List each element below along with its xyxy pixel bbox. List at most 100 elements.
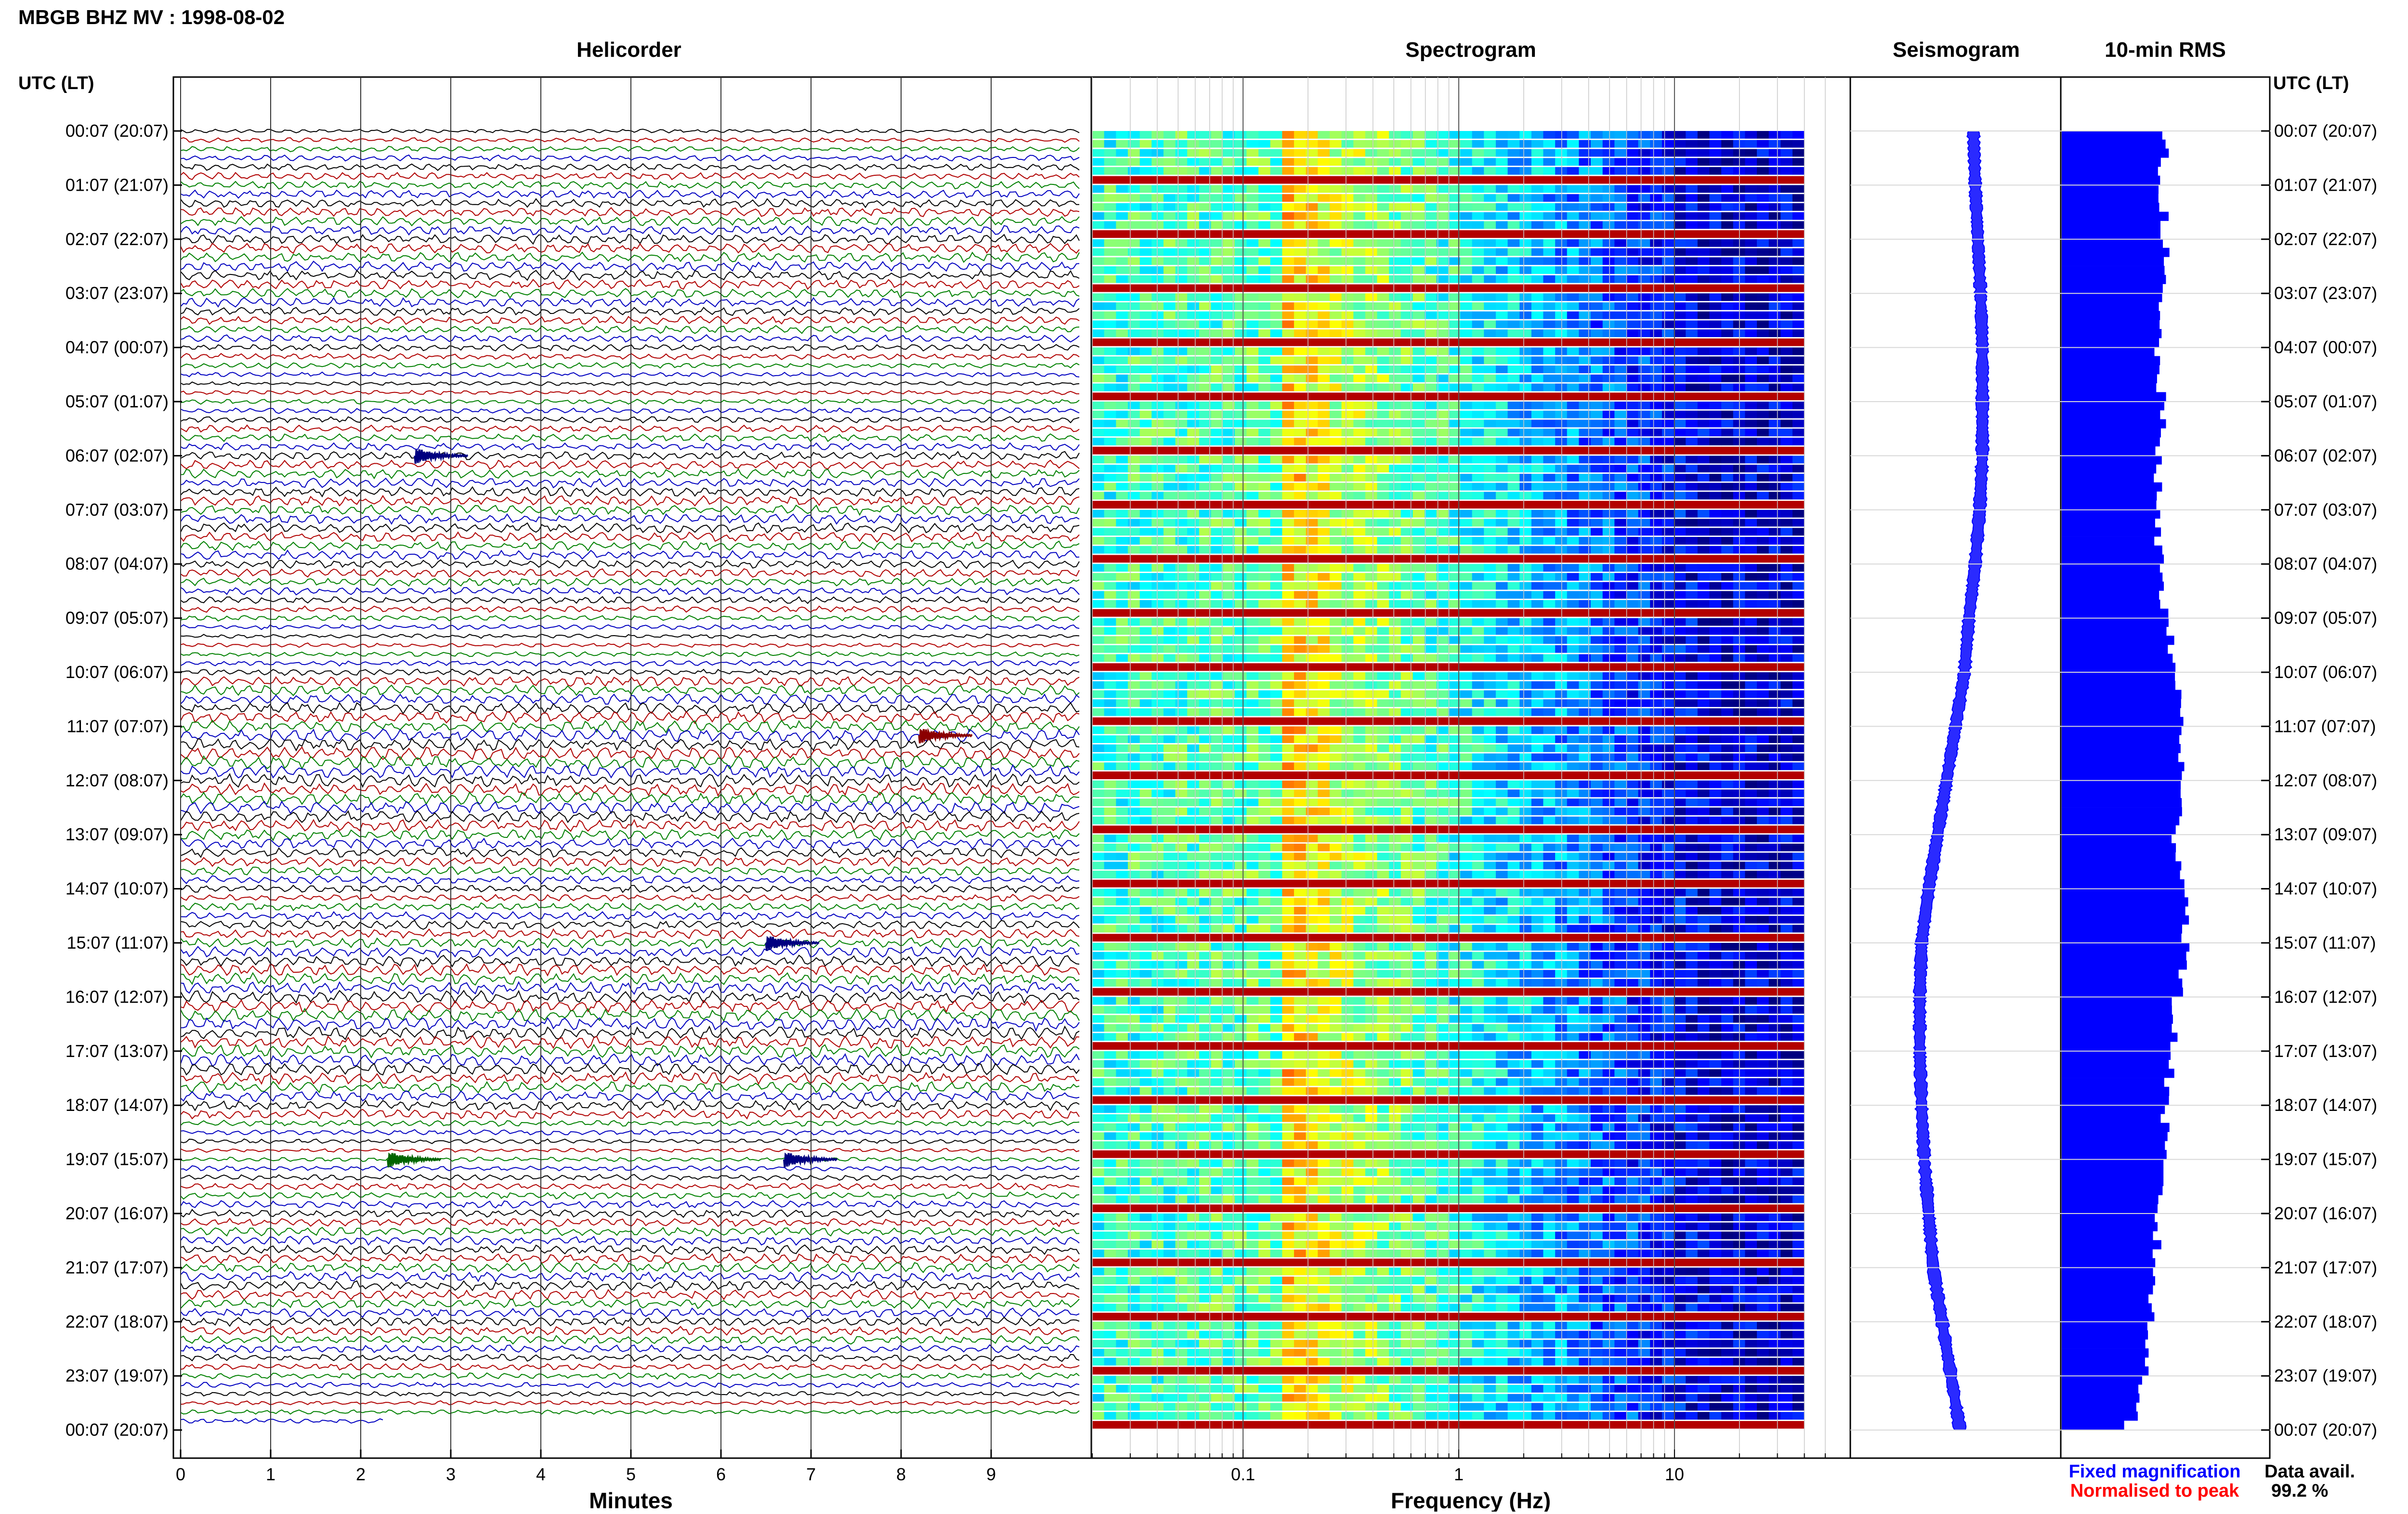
- spectrogram-cell: [1187, 402, 1199, 409]
- spectrogram-cell: [1413, 798, 1425, 806]
- spectrogram-cell: [1745, 131, 1757, 139]
- spectrogram-cell: [1164, 257, 1176, 265]
- spectrogram-cell: [1531, 735, 1544, 743]
- spectrogram-cell: [1330, 456, 1342, 463]
- spectrogram-cell: [1614, 185, 1626, 193]
- spectrogram-cell: [1496, 771, 1508, 779]
- spectrogram-row: [1092, 230, 1805, 240]
- spectrogram-cell: [1437, 194, 1449, 202]
- spectrogram-cell: [1591, 194, 1603, 202]
- spectrogram-cell: [1674, 699, 1686, 707]
- spectrogram-cell: [1674, 474, 1686, 482]
- spectrogram-cell: [1258, 790, 1270, 797]
- spectrogram-cell: [1389, 735, 1401, 743]
- spectrogram-cell: [1745, 194, 1757, 202]
- spectrogram-cell: [1686, 762, 1698, 770]
- spectrogram-cell: [1176, 293, 1188, 301]
- spectrogram-cell: [1270, 420, 1283, 428]
- spectrogram-cell: [1176, 754, 1188, 761]
- spectrogram-cell: [1519, 149, 1531, 157]
- spectrogram-cell: [1437, 266, 1449, 274]
- spectrogram-cell: [1437, 158, 1449, 166]
- spectrogram-cell: [1389, 546, 1401, 554]
- helicorder-trace-line: [181, 399, 1079, 405]
- spectrogram-cell: [1140, 474, 1152, 482]
- spectrogram-cell: [1460, 691, 1472, 698]
- spectrogram-cell: [1164, 402, 1176, 409]
- spectrogram-cell: [1176, 149, 1188, 157]
- helicorder-trace-line: [181, 912, 1079, 920]
- spectrogram-cell: [1294, 239, 1306, 247]
- spectrogram-cell: [1282, 492, 1294, 499]
- spectrogram-cell: [1246, 636, 1258, 644]
- spectrogram-cell: [1650, 826, 1662, 834]
- spectrogram-cell: [1769, 618, 1781, 626]
- spectrogram-cell: [1152, 456, 1164, 463]
- spectrogram-cell: [1674, 185, 1686, 193]
- spectrogram-cell: [1353, 672, 1365, 680]
- spectrogram-cell: [1603, 754, 1615, 761]
- spectrogram-cell: [1603, 302, 1615, 310]
- helicorder-trace-line: [181, 335, 1079, 342]
- spectrogram-cell: [1484, 285, 1496, 292]
- spectrogram-cell: [1638, 681, 1650, 689]
- spectrogram-cell: [1176, 735, 1188, 743]
- spectrogram-cell: [1211, 618, 1223, 626]
- spectrogram-cell: [1519, 384, 1531, 392]
- spectrogram-cell: [1413, 636, 1425, 644]
- spectrogram-cell: [1686, 528, 1698, 535]
- spectrogram-cell: [1626, 266, 1638, 274]
- spectrogram-cell: [1377, 429, 1389, 436]
- spectrogram-cell: [1318, 257, 1330, 265]
- spectrogram-cell: [1092, 501, 1104, 509]
- helicorder-trace-line: [181, 991, 1079, 1003]
- spectrogram-cell: [1626, 582, 1638, 590]
- spectrogram-cell: [1496, 239, 1508, 247]
- spectrogram-cell: [1342, 699, 1354, 707]
- spectrogram-cell: [1626, 645, 1638, 653]
- spectrogram-cell: [1650, 456, 1662, 463]
- spectrogram-cell: [1579, 375, 1591, 382]
- spectrogram-cell: [1721, 212, 1733, 220]
- spectrogram-cell: [1674, 285, 1686, 292]
- spectrogram-cell: [1270, 474, 1283, 482]
- spectrogram-cell: [1116, 754, 1128, 761]
- spectrogram-cell: [1745, 203, 1757, 211]
- helicorder-trace-line: [181, 811, 1079, 822]
- spectrogram-cell: [1425, 312, 1437, 319]
- spectrogram-cell: [1176, 808, 1188, 815]
- spectrogram-cell: [1662, 609, 1674, 617]
- helicorder-trace-line: [181, 1263, 1079, 1273]
- spectrogram-cell: [1709, 420, 1721, 428]
- spectrogram-cell: [1235, 519, 1247, 527]
- spectrogram-cell: [1603, 320, 1615, 328]
- spectrogram-cell: [1591, 356, 1603, 364]
- spectrogram-cell: [1472, 402, 1484, 409]
- spectrogram-cell: [1721, 167, 1733, 175]
- helicorder-trace-line: [181, 1382, 1079, 1387]
- spectrogram-cell: [1579, 456, 1591, 463]
- spectrogram-cell: [1662, 447, 1674, 455]
- spectrogram-cell: [1567, 329, 1579, 337]
- spectrogram-cell: [1721, 149, 1733, 157]
- spectrogram-cell: [1164, 248, 1176, 256]
- helicorder-trace-line: [181, 261, 1079, 272]
- spectrogram-cell: [1531, 447, 1544, 455]
- spectrogram-cell: [1235, 285, 1247, 292]
- spectrogram-cell: [1769, 798, 1781, 806]
- spectrogram-cell: [1709, 456, 1721, 463]
- spectrogram-cell: [1519, 365, 1531, 373]
- spectrogram-cell: [1152, 600, 1164, 608]
- spectrogram-cell: [1496, 564, 1508, 572]
- spectrogram-cell: [1674, 420, 1686, 428]
- spectrogram-cell: [1638, 781, 1650, 788]
- spectrogram-cell: [1092, 754, 1104, 761]
- spectrogram-cell: [1603, 519, 1615, 527]
- spectrogram-cell: [1626, 230, 1638, 238]
- spectrogram-cell: [1330, 564, 1342, 572]
- spectrogram-cell: [1425, 798, 1437, 806]
- spectrogram-cell: [1698, 302, 1710, 310]
- spectrogram-cell: [1425, 754, 1437, 761]
- spectrogram-cell: [1365, 771, 1377, 779]
- spectrogram-cell: [1270, 798, 1283, 806]
